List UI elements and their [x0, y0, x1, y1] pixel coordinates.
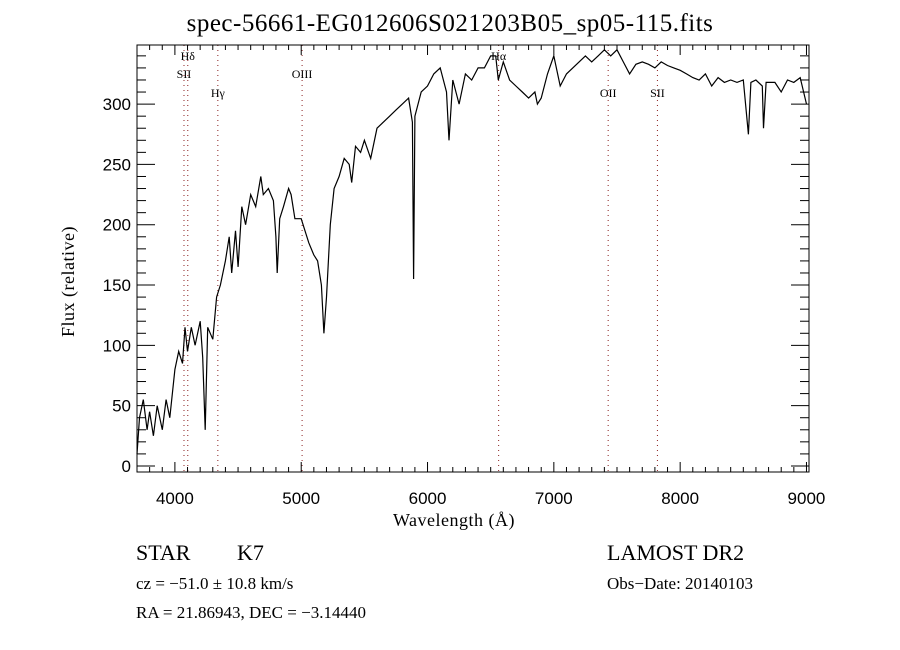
redshift-cz: cz = −51.0 ± 10.8 km/s: [136, 574, 294, 593]
y-tick-label: 0: [122, 457, 131, 476]
chart-title: spec-56661-EG012606S021203B05_sp05-115.f…: [186, 10, 714, 37]
x-tick-label: 6000: [409, 489, 447, 508]
object-class: STAR: [136, 540, 191, 565]
coordinates: RA = 21.86943, DEC = −3.14440: [136, 603, 366, 622]
x-tick-label: 4000: [156, 489, 194, 508]
x-axis-label: Wavelength (Å): [393, 510, 516, 530]
y-tick-label: 300: [103, 95, 131, 114]
obs-date: Obs−Date: 20140103: [607, 574, 754, 593]
plot-frame: [136, 44, 810, 473]
spectrum-line: [136, 48, 808, 454]
y-tick-label: 150: [103, 276, 131, 295]
line-marker-label: Hγ: [211, 86, 226, 100]
line-marker-label: SII: [177, 67, 192, 81]
y-tick-label: 100: [103, 336, 131, 355]
line-marker-label: Hα: [491, 49, 507, 63]
x-tick-label: 9000: [788, 489, 826, 508]
y-tick-label: 250: [103, 155, 131, 174]
x-tick-label: 7000: [535, 489, 573, 508]
line-marker-label: OII: [600, 86, 617, 100]
y-tick-label: 200: [103, 216, 131, 235]
survey-label: LAMOST DR2: [607, 540, 745, 565]
subclass: K7: [237, 540, 264, 565]
y-axis-label: Flux (relative): [58, 226, 78, 337]
y-tick-label: 50: [112, 397, 131, 416]
x-tick-label: 8000: [661, 489, 699, 508]
x-tick-label: 5000: [282, 489, 320, 508]
line-marker-label: SII: [650, 86, 665, 100]
line-marker-label: Hδ: [181, 49, 196, 63]
line-marker-label: OIII: [292, 67, 313, 81]
